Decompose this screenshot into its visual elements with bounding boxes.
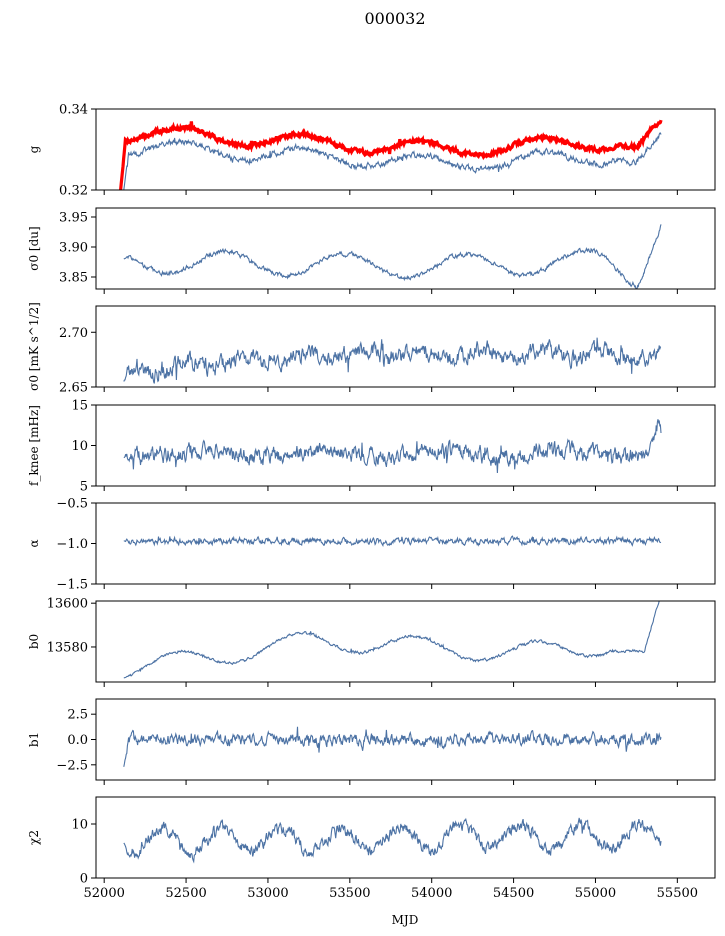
x-axis-label: MJD	[392, 913, 419, 927]
series-line-b0	[123, 601, 660, 679]
axes-frame	[95, 600, 716, 683]
x-tick-label: 54000	[411, 886, 452, 901]
series-line-sigma0_mk	[123, 337, 662, 384]
x-tick-label: 52500	[165, 886, 206, 901]
axes-frame	[95, 796, 716, 879]
x-tick-label: 54500	[493, 886, 534, 901]
y-tick-label: 2.65	[59, 381, 88, 396]
y-axis-label: f_knee [mHz]	[27, 405, 41, 486]
axes-frame	[95, 305, 716, 388]
y-tick-label: −2.5	[56, 758, 88, 773]
y-tick-label: −0.5	[56, 497, 88, 512]
y-tick-label: 10	[71, 439, 88, 454]
panel-b1: −2.5 0.0 2.5 b1	[27, 698, 716, 785]
x-tick-label: 53000	[247, 886, 288, 901]
series-line-fknee	[123, 419, 662, 474]
panel-chi2: 0 10 χ2 52000 52500 53000 53500 54000 54500 55000…	[27, 796, 716, 901]
y-tick-label: 0	[80, 872, 88, 887]
panel-b0: 13580 13600 b0	[27, 597, 716, 687]
y-tick-label: 0.0	[67, 733, 88, 748]
x-tick-label: 52000	[84, 886, 125, 901]
y-axis-label: σ0 [mK s^1/2]	[27, 302, 41, 391]
y-tick-label: −1.5	[56, 578, 88, 593]
series-line-chi2	[123, 817, 662, 864]
y-tick-label: −1.0	[56, 537, 88, 552]
y-axis-label: b0	[27, 634, 41, 649]
series-line-g	[123, 132, 662, 190]
y-tick-label: 13600	[47, 597, 88, 612]
y-tick-label: 13580	[47, 640, 88, 655]
series-line-b1	[123, 726, 662, 767]
x-tick-label: 55500	[657, 886, 698, 901]
panel-sigma0_du: 3.85 3.90 3.95 σ0 [du]	[27, 207, 716, 294]
y-tick-label: 3.85	[59, 271, 88, 286]
y-tick-label: 10	[71, 818, 88, 833]
y-axis-label: χ2	[27, 830, 41, 845]
y-tick-label: 0.32	[59, 184, 88, 199]
y-tick-label: 2.70	[59, 326, 88, 341]
y-axis-label: g	[27, 145, 41, 153]
panel-alpha: −1.5 −1.0 −0.5 α	[27, 497, 716, 593]
axes-frame	[95, 502, 716, 585]
y-tick-label: 15	[71, 399, 88, 414]
panels-group: 0.32 0.34 g 3.85 3.90 3.95 σ0 [du] 2.65 2.70 σ0 […	[27, 103, 716, 901]
figure-title: 000032	[364, 9, 425, 28]
panel-fknee: 5 10 15 f_knee [mHz]	[27, 399, 716, 495]
panel-g: 0.32 0.34 g	[27, 103, 716, 199]
y-axis-label: σ0 [du]	[27, 226, 41, 270]
y-tick-label: 0.34	[59, 103, 88, 118]
x-tick-label: 53500	[329, 886, 370, 901]
y-tick-label: 2.5	[67, 708, 88, 723]
axes-frame	[95, 207, 716, 290]
panel-sigma0_mk: 2.65 2.70 σ0 [mK s^1/2]	[27, 302, 716, 396]
axes-frame	[95, 108, 716, 191]
y-tick-label: 3.95	[59, 211, 88, 226]
series-line-alpha	[123, 535, 662, 548]
y-tick-label: 3.90	[59, 241, 88, 256]
series-line-g-overlay	[119, 119, 663, 190]
x-tick-label: 55000	[575, 886, 616, 901]
y-axis-label: α	[27, 539, 41, 547]
series-line-sigma0_du	[123, 224, 662, 289]
y-tick-label: 5	[80, 480, 88, 495]
y-axis-label: b1	[27, 732, 41, 747]
